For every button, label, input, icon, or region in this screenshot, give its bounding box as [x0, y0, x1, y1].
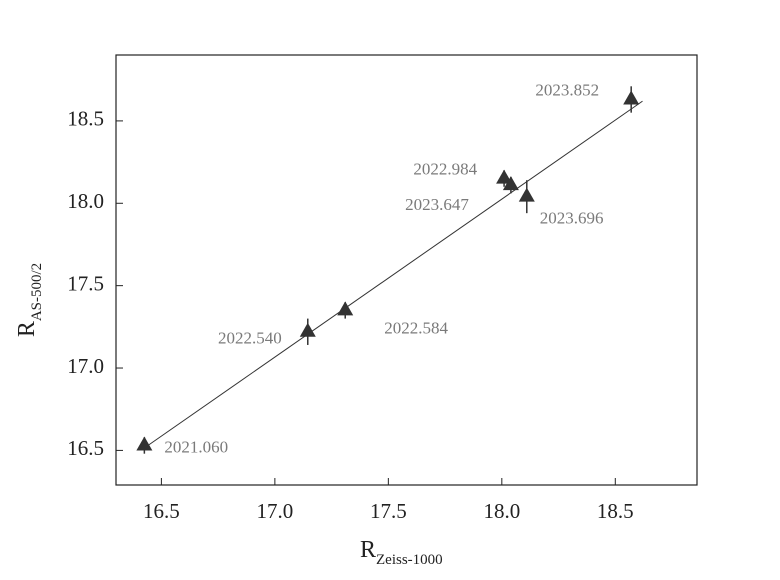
x-axis-label-main: R [360, 537, 376, 563]
x-tick-label: 18.0 [483, 499, 520, 523]
y-tick-label: 18.0 [67, 189, 104, 213]
point [623, 90, 640, 105]
point [518, 187, 535, 202]
x-tick-label: 16.5 [143, 499, 180, 523]
y-tick-label: 16.5 [67, 436, 104, 460]
point-label: 2021.060 [164, 437, 228, 456]
point [337, 301, 354, 316]
x-tick-label: 17.5 [370, 499, 407, 523]
x-axis-label-sub: Zeiss-1000 [376, 552, 443, 568]
point-label: 2023.852 [535, 80, 599, 99]
fit-line [142, 100, 643, 450]
point [502, 176, 519, 191]
y-axis-label-sub: AS-500/2 [29, 263, 45, 321]
point-label: 2022.584 [384, 318, 448, 337]
point-label: 2023.647 [405, 195, 469, 214]
point-label: 2023.696 [540, 209, 604, 228]
y-tick-label: 17.5 [67, 271, 104, 295]
point-label: 2022.540 [218, 329, 282, 348]
y-axis-label-main: R [14, 321, 40, 337]
point [496, 169, 513, 184]
x-tick-label: 18.5 [597, 499, 634, 523]
point [136, 436, 153, 451]
y-tick-label: 18.5 [67, 107, 104, 131]
point [299, 322, 316, 337]
x-axis-label: RZeiss-1000 [360, 537, 443, 569]
y-axis-label: RAS-500/2 [14, 263, 46, 337]
y-tick-label: 17.0 [67, 354, 104, 378]
point-label: 2022.984 [413, 159, 477, 178]
x-tick-label: 17.0 [256, 499, 293, 523]
plot-frame [115, 54, 698, 486]
